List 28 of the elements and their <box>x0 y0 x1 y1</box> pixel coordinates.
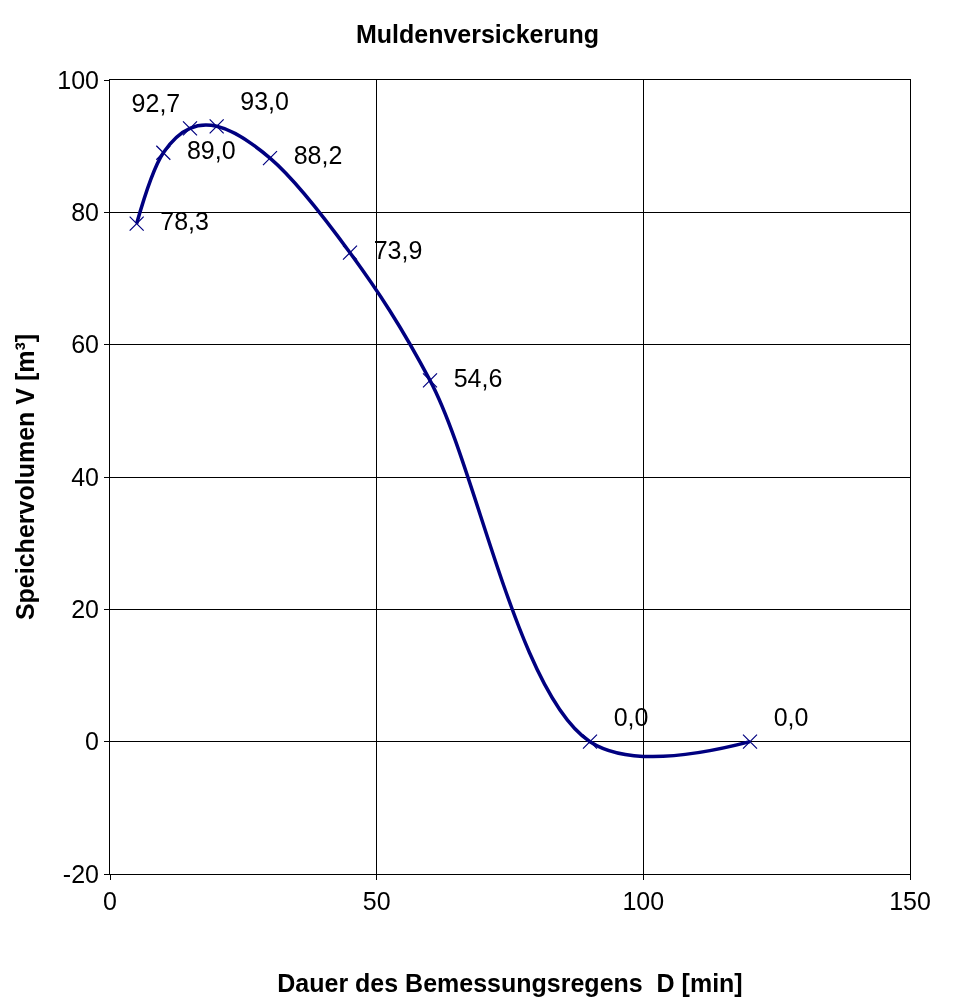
y-tick-label: 40 <box>71 462 99 491</box>
data-label: 88,2 <box>279 141 343 170</box>
y-tick-label: 20 <box>71 595 99 624</box>
x-tick-label: 50 <box>362 887 391 915</box>
y-tick-label: 80 <box>71 198 99 227</box>
x-axis-title: Dauer des Bemessungsregens D [min] <box>277 969 743 997</box>
y-tick-label: 60 <box>71 330 99 359</box>
point <box>155 145 171 161</box>
data-label: 93,0 <box>226 87 289 116</box>
y-tick-label: 100 <box>57 65 99 94</box>
point <box>742 734 758 750</box>
point <box>582 734 598 750</box>
data-label: 0,0 <box>759 702 809 731</box>
point <box>129 215 145 232</box>
chart-title: Muldenversickerung <box>355 19 600 48</box>
x-tick-label: 100 <box>622 887 665 915</box>
point <box>182 120 198 136</box>
point <box>342 245 358 261</box>
y-tick-label: 0 <box>85 727 99 756</box>
data-label: 92,7 <box>117 89 181 118</box>
point <box>209 118 225 134</box>
data-label: 89,0 <box>173 136 236 165</box>
point <box>422 372 438 388</box>
y-tick-label: -20 <box>62 859 99 888</box>
data-label: 54,6 <box>439 363 503 392</box>
y-axis-title: Speichervolumen V [m³] <box>11 333 40 621</box>
x-tick-label: 150 <box>889 887 931 915</box>
x-tick-label: 0 <box>103 887 117 915</box>
